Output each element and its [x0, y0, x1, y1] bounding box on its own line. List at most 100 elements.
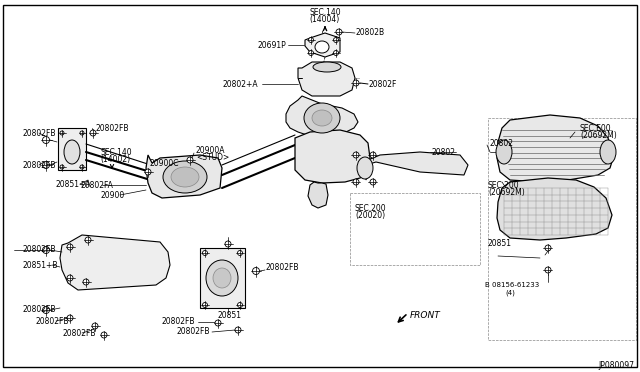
Text: 20802: 20802 [432, 148, 456, 157]
Text: (14002): (14002) [100, 154, 130, 164]
Text: SEC.200: SEC.200 [488, 180, 520, 189]
Text: 20691P: 20691P [257, 41, 286, 49]
Ellipse shape [308, 51, 314, 55]
Polygon shape [146, 155, 222, 198]
Text: 20802: 20802 [490, 138, 514, 148]
Text: JP080097: JP080097 [598, 360, 634, 369]
Ellipse shape [253, 267, 259, 275]
Ellipse shape [333, 51, 339, 55]
Text: 20802FB: 20802FB [22, 246, 56, 254]
Text: 20802FB: 20802FB [177, 327, 210, 337]
Bar [200, 248, 245, 308]
Ellipse shape [60, 165, 64, 169]
Ellipse shape [357, 157, 373, 179]
Polygon shape [365, 152, 468, 180]
Ellipse shape [353, 152, 359, 158]
Ellipse shape [80, 165, 84, 169]
Text: 20802FB: 20802FB [62, 328, 95, 337]
Ellipse shape [163, 161, 207, 193]
Polygon shape [286, 96, 358, 138]
Ellipse shape [496, 140, 512, 164]
Ellipse shape [545, 267, 551, 273]
Ellipse shape [312, 110, 332, 126]
Ellipse shape [90, 130, 96, 136]
Text: (4): (4) [505, 290, 515, 296]
Polygon shape [295, 130, 370, 183]
Polygon shape [497, 178, 612, 240]
Ellipse shape [83, 279, 89, 285]
Ellipse shape [67, 275, 73, 281]
Ellipse shape [67, 244, 73, 250]
Text: 20802FB: 20802FB [22, 128, 56, 138]
Text: 20802FB: 20802FB [22, 305, 56, 314]
Ellipse shape [600, 140, 616, 164]
Text: SEC.140: SEC.140 [100, 148, 132, 157]
Text: (20020): (20020) [355, 211, 385, 219]
Ellipse shape [85, 237, 91, 243]
Ellipse shape [202, 250, 207, 256]
Text: (20692M): (20692M) [488, 187, 525, 196]
Ellipse shape [353, 80, 359, 86]
Ellipse shape [42, 307, 49, 314]
Ellipse shape [213, 268, 231, 288]
Ellipse shape [333, 38, 339, 42]
Text: 20802FA: 20802FA [80, 180, 113, 189]
Text: 20802FB: 20802FB [22, 160, 56, 170]
Text: <STUD>: <STUD> [196, 153, 229, 161]
Ellipse shape [42, 137, 49, 144]
Ellipse shape [101, 332, 107, 338]
Ellipse shape [187, 157, 193, 163]
Ellipse shape [353, 179, 359, 185]
Ellipse shape [42, 161, 49, 169]
Text: 20802F: 20802F [369, 80, 397, 89]
Ellipse shape [545, 245, 551, 251]
Ellipse shape [370, 152, 376, 158]
Text: 20802+A: 20802+A [222, 80, 258, 89]
Text: SEC.E00: SEC.E00 [580, 124, 612, 132]
Polygon shape [497, 115, 614, 182]
Text: 20900: 20900 [100, 190, 124, 199]
Bar [58, 128, 86, 170]
Text: 20851: 20851 [488, 240, 512, 248]
Text: B 08156-61233: B 08156-61233 [485, 282, 540, 288]
Text: 20900C: 20900C [150, 158, 179, 167]
Polygon shape [308, 182, 328, 208]
Text: 20851: 20851 [218, 311, 242, 321]
Ellipse shape [60, 131, 64, 135]
Ellipse shape [171, 167, 199, 187]
Polygon shape [60, 235, 170, 290]
Text: 20802B: 20802B [356, 28, 385, 36]
Text: (20692M): (20692M) [580, 131, 617, 140]
Ellipse shape [67, 315, 73, 321]
Text: 20900A: 20900A [196, 145, 225, 154]
Text: 20802FB: 20802FB [161, 317, 195, 327]
Ellipse shape [304, 103, 340, 133]
Text: 20802FB: 20802FB [35, 317, 68, 326]
Ellipse shape [225, 241, 231, 247]
Ellipse shape [145, 169, 151, 175]
Text: 20851+A: 20851+A [55, 180, 91, 189]
Ellipse shape [42, 247, 49, 253]
Text: 20802FB: 20802FB [266, 263, 300, 273]
Ellipse shape [336, 29, 342, 35]
Polygon shape [298, 62, 355, 96]
Ellipse shape [237, 250, 243, 256]
Text: SEC.200: SEC.200 [355, 203, 387, 212]
Ellipse shape [237, 302, 243, 308]
Ellipse shape [92, 323, 98, 329]
Ellipse shape [215, 320, 221, 326]
Ellipse shape [80, 131, 84, 135]
Text: (14004): (14004) [310, 15, 340, 23]
Ellipse shape [315, 41, 329, 53]
Ellipse shape [206, 260, 238, 296]
Text: 20851+B: 20851+B [22, 260, 58, 269]
Text: FRONT: FRONT [410, 311, 441, 320]
Ellipse shape [64, 140, 80, 164]
Ellipse shape [202, 302, 207, 308]
Polygon shape [305, 33, 340, 57]
Ellipse shape [313, 62, 341, 72]
Text: 20802FB: 20802FB [95, 124, 129, 132]
Ellipse shape [308, 38, 314, 42]
Text: SEC.140: SEC.140 [309, 7, 341, 16]
Ellipse shape [235, 327, 241, 333]
